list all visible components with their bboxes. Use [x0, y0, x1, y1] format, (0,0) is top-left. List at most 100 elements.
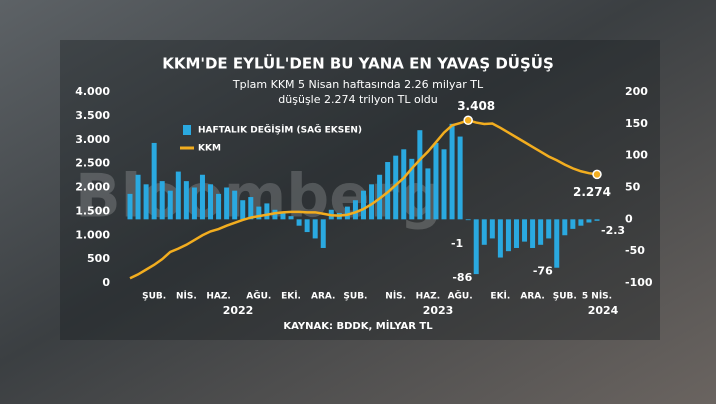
bar: [175, 171, 181, 220]
bar: [465, 219, 471, 221]
y-tick-label: 1.500: [75, 204, 110, 217]
y-tick-label: 500: [87, 252, 110, 265]
year-label: 2023: [423, 304, 454, 317]
bar: [449, 123, 455, 220]
source: KAYNAK: BDDK, MİLYAR TL: [283, 318, 433, 332]
data-label: -2.3: [601, 224, 625, 237]
bar: [232, 190, 238, 220]
y2-tick-label: -100: [625, 276, 653, 289]
bar: [425, 168, 431, 220]
y2-tick-label: -50: [625, 244, 645, 257]
y2-tick-label: 50: [625, 181, 641, 194]
x-tick-label: ARA.: [520, 292, 544, 302]
bar: [280, 212, 286, 220]
x-tick-label: ARA.: [311, 292, 335, 302]
bar: [296, 219, 302, 226]
y2-tick-label: 0: [625, 212, 633, 225]
year-label: 2022: [223, 304, 254, 317]
y2-tick-label: 150: [625, 117, 648, 130]
x-tick-label: 5 NİS.: [582, 291, 612, 302]
bar: [401, 149, 407, 220]
bar: [304, 219, 310, 233]
year-label: 2024: [588, 304, 619, 317]
bar: [433, 142, 439, 220]
data-label: -76: [533, 265, 553, 278]
bar: [183, 181, 189, 220]
bar: [522, 219, 528, 242]
x-tick-label: HAZ.: [206, 292, 230, 302]
bar: [481, 219, 487, 245]
x-tick-label: HAZ.: [416, 292, 440, 302]
bar: [352, 200, 358, 220]
bar: [199, 174, 205, 220]
y-tick-label: 2.000: [75, 181, 110, 194]
point-marker: [592, 169, 602, 180]
y-tick-label: 4.000: [75, 85, 110, 98]
bar: [489, 219, 495, 239]
x-tick-label: NİS.: [385, 291, 406, 302]
bar: [248, 197, 254, 220]
legend-label: KKM: [198, 144, 221, 154]
bar: [538, 219, 544, 245]
bar: [191, 187, 197, 220]
bar: [320, 219, 326, 248]
bar: [127, 193, 133, 220]
x-tick-label: AĞU.: [246, 290, 271, 302]
bar: [344, 206, 350, 220]
bar: [264, 203, 270, 220]
x-tick-label: ŞUB.: [142, 292, 166, 302]
bar: [256, 206, 262, 220]
legend-label: HAFTALIK DEĞİŞİM (SAĞ EKSEN): [198, 124, 362, 136]
chart-title: KKM'DE EYLÜL'DEN BU YANA EN YAVAŞ DÜŞÜŞ: [162, 54, 554, 73]
legend-swatch: [183, 125, 191, 135]
data-label: -86: [452, 271, 472, 284]
y-tick-label: 1.000: [75, 228, 110, 241]
y-tick-label: 3.500: [75, 109, 110, 122]
bar: [143, 184, 149, 220]
bar: [288, 216, 294, 220]
bar: [409, 158, 415, 220]
bar: [393, 155, 399, 220]
bar: [570, 219, 576, 229]
bar: [554, 219, 560, 268]
x-tick-label: EKİ.: [490, 291, 510, 302]
bar: [151, 142, 157, 220]
bar: [216, 193, 222, 220]
bar: [497, 219, 503, 258]
bar: [361, 190, 366, 220]
bar: [578, 219, 584, 226]
line: [129, 118, 598, 280]
point-marker: [463, 115, 473, 126]
bar: [369, 184, 375, 220]
bar: [594, 219, 600, 221]
bar: [505, 219, 511, 252]
bar: [441, 149, 447, 220]
bar: [546, 219, 552, 239]
bar: [417, 130, 423, 220]
bar: [513, 219, 519, 248]
bar: [167, 190, 173, 220]
data-label: 3.408: [457, 99, 495, 113]
x-tick-label: ŞUB.: [343, 292, 367, 302]
x-tick-label: EKİ.: [281, 291, 301, 302]
x-tick-label: ŞUB.: [553, 292, 577, 302]
subtitle: düşüşle 2.274 trilyon TL oldu: [278, 93, 437, 106]
bar: [240, 200, 246, 220]
y-tick-label: 0: [102, 276, 110, 289]
data-label: -1: [451, 237, 463, 250]
y2-tick-label: 200: [625, 85, 648, 98]
bar: [530, 219, 536, 248]
y2-tick-label: 100: [625, 149, 648, 162]
y-tick-label: 2.500: [75, 157, 110, 170]
bar: [224, 187, 230, 220]
x-tick-label: AĞU.: [448, 290, 473, 302]
x-tick-label: NİS.: [176, 291, 197, 302]
data-label: 2.274: [573, 185, 611, 199]
bar: [562, 219, 568, 236]
bar: [135, 174, 141, 220]
bar: [586, 219, 592, 223]
bar: [473, 219, 479, 275]
subtitle: Tplam KKM 5 Nisan haftasında 2.26 milyar…: [232, 78, 484, 91]
